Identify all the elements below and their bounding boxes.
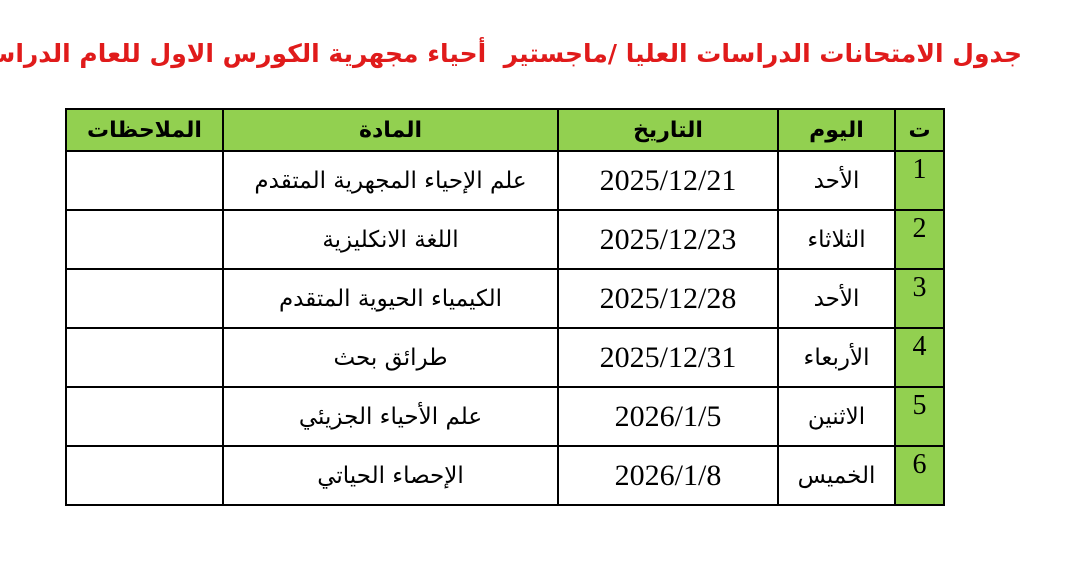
table-row: 2 الثلاثاء 2025/12/23 اللغة الانكليزية bbox=[65, 209, 945, 270]
cell-date: 2025/12/23 bbox=[557, 209, 779, 270]
cell-day: الأربعاء bbox=[777, 327, 896, 388]
cell-date: 2025/12/31 bbox=[557, 327, 779, 388]
cell-date: 2025/12/28 bbox=[557, 268, 779, 329]
page-title: جدول الامتحانات الدراسات العليا /ماجستير… bbox=[0, 39, 1022, 68]
table-header: ت اليوم التاريخ المادة الملاحظات bbox=[65, 108, 945, 152]
cell-number: 1 bbox=[894, 150, 945, 211]
cell-day: الاثنين bbox=[777, 386, 896, 447]
cell-subject: اللغة الانكليزية bbox=[222, 209, 559, 270]
col-header-notes: الملاحظات bbox=[65, 108, 224, 152]
table-row: 6 الخميس 2026/1/8 الإحصاء الحياتي bbox=[65, 445, 945, 506]
cell-number: 5 bbox=[894, 386, 945, 447]
cell-date: 2026/1/8 bbox=[557, 445, 779, 506]
cell-notes bbox=[65, 150, 224, 211]
cell-day: الخميس bbox=[777, 445, 896, 506]
table-row: 4 الأربعاء 2025/12/31 طرائق بحث bbox=[65, 327, 945, 388]
cell-day: الأحد bbox=[777, 268, 896, 329]
col-header-date: التاريخ bbox=[557, 108, 779, 152]
cell-subject: الإحصاء الحياتي bbox=[222, 445, 559, 506]
cell-date: 2026/1/5 bbox=[557, 386, 779, 447]
cell-subject: علم الأحياء الجزيئي bbox=[222, 386, 559, 447]
table-row: 1 الأحد 2025/12/21 علم الإحياء المجهرية … bbox=[65, 150, 945, 211]
cell-notes bbox=[65, 445, 224, 506]
cell-notes bbox=[65, 268, 224, 329]
col-header-subject: المادة bbox=[222, 108, 559, 152]
cell-subject: طرائق بحث bbox=[222, 327, 559, 388]
cell-notes bbox=[65, 386, 224, 447]
cell-subject: علم الإحياء المجهرية المتقدم bbox=[222, 150, 559, 211]
table-row: 3 الأحد 2025/12/28 الكيمياء الحيوية المت… bbox=[65, 268, 945, 329]
cell-notes bbox=[65, 327, 224, 388]
table-body: 1 الأحد 2025/12/21 علم الإحياء المجهرية … bbox=[65, 150, 945, 506]
cell-subject: الكيمياء الحيوية المتقدم bbox=[222, 268, 559, 329]
cell-number: 3 bbox=[894, 268, 945, 329]
cell-day: الأحد bbox=[777, 150, 896, 211]
cell-number: 4 bbox=[894, 327, 945, 388]
exam-schedule-table: ت اليوم التاريخ المادة الملاحظات 1 الأحد… bbox=[65, 108, 945, 506]
cell-number: 2 bbox=[894, 209, 945, 270]
cell-date: 2025/12/21 bbox=[557, 150, 779, 211]
col-header-num: ت bbox=[894, 108, 945, 152]
cell-notes bbox=[65, 209, 224, 270]
header-row: ت اليوم التاريخ المادة الملاحظات bbox=[65, 108, 945, 152]
col-header-day: اليوم bbox=[777, 108, 896, 152]
cell-day: الثلاثاء bbox=[777, 209, 896, 270]
cell-number: 6 bbox=[894, 445, 945, 506]
table-row: 5 الاثنين 2026/1/5 علم الأحياء الجزيئي bbox=[65, 386, 945, 447]
